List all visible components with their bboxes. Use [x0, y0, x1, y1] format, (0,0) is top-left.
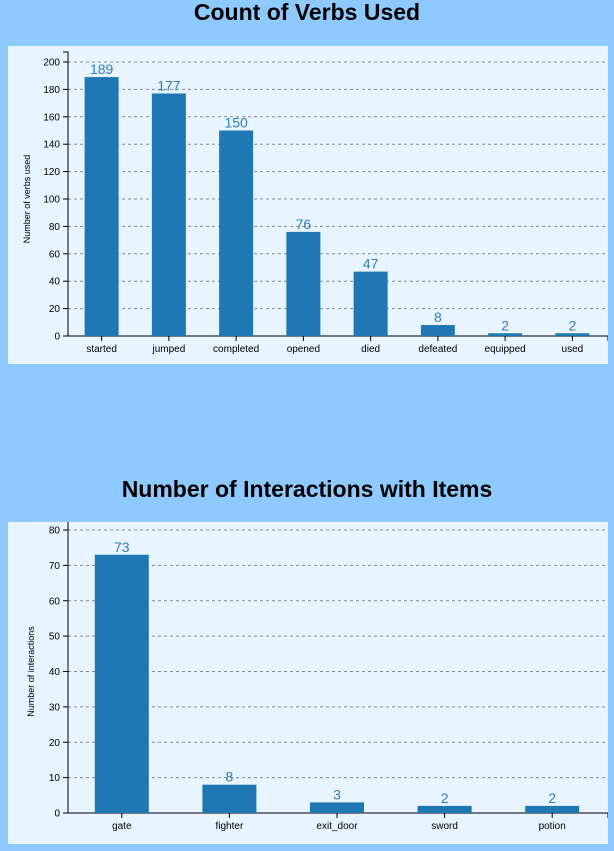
- chart-interactions: 0 10 20 30 40 50 60 70 80 73 gate 8 fighter 3 exit_doo…: [26, 522, 608, 832]
- data-label: 8: [434, 309, 442, 325]
- bar: [353, 271, 388, 336]
- y-tick-label: 140: [43, 140, 60, 151]
- y-tick-label: 40: [49, 277, 61, 288]
- y-tick-label: 30: [49, 702, 61, 713]
- data-label: 73: [114, 539, 130, 555]
- axes: [63, 51, 608, 341]
- x-tick-label: fighter: [216, 821, 244, 832]
- data-label: 2: [441, 790, 449, 806]
- y-tick-label: 60: [49, 596, 61, 607]
- bar: [286, 231, 321, 336]
- y-axis-title: Number of verbs used: [22, 155, 32, 244]
- y-tick-label: 200: [43, 58, 60, 69]
- x-tick-label: equipped: [485, 344, 526, 355]
- chart-panel-interactions: 0 10 20 30 40 50 60 70 80 73 gate 8 fighter 3 exit_doo…: [8, 522, 608, 844]
- x-tick-label: exit_door: [316, 821, 358, 832]
- bar: [202, 784, 257, 813]
- bar: [151, 93, 186, 336]
- data-label: 177: [157, 78, 181, 94]
- y-tick-label: 120: [43, 167, 60, 178]
- bar: [94, 554, 149, 813]
- bar: [420, 325, 455, 336]
- y-tick-label: 50: [49, 632, 61, 643]
- chart-verbs: 0 20 40 60 80 100 120 140 160 180 200 189 started 177…: [22, 51, 608, 355]
- axes: [67, 522, 608, 818]
- bar: [310, 802, 364, 813]
- bar: [525, 805, 580, 813]
- y-tick-label: 40: [49, 667, 61, 678]
- bar: [84, 77, 119, 336]
- bar: [555, 333, 590, 336]
- x-tick-label: potion: [539, 821, 566, 832]
- x-tick-label: gate: [112, 821, 132, 832]
- x-tick-label: used: [562, 344, 584, 355]
- x-tick-label: died: [361, 344, 380, 355]
- chart-title-verbs: Count of Verbs Used: [193, 0, 421, 25]
- data-label: 76: [296, 216, 312, 232]
- data-label: 150: [224, 115, 248, 131]
- y-tick-label: 20: [49, 304, 61, 315]
- y-tick-label: 0: [54, 809, 60, 820]
- y-tick-label: 80: [49, 222, 61, 233]
- data-label: 3: [333, 786, 341, 802]
- y-tick-label: 70: [49, 561, 61, 572]
- x-tick-label: completed: [213, 344, 259, 355]
- y-tick-label: 0: [54, 332, 60, 343]
- chart-panel-verbs: 0 20 40 60 80 100 120 140 160 180 200 189 started 177…: [8, 46, 608, 364]
- data-label: 8: [226, 769, 234, 785]
- x-tick-label: jumped: [151, 344, 185, 355]
- data-label: 189: [90, 61, 114, 77]
- x-tick-label: opened: [287, 344, 320, 355]
- y-tick-label: 20: [49, 738, 61, 749]
- y-axis-title: Number of interactions: [26, 626, 36, 717]
- y-tick-label: 180: [43, 85, 60, 96]
- y-tick-label: 100: [43, 195, 60, 206]
- bar: [488, 333, 523, 336]
- y-tick-label: 160: [43, 112, 60, 123]
- x-tick-label: started: [86, 344, 117, 355]
- bar: [417, 805, 472, 813]
- data-label: 2: [568, 317, 576, 333]
- y-tick-label: 60: [49, 249, 61, 260]
- data-label: 2: [501, 317, 509, 333]
- data-label: 2: [548, 790, 556, 806]
- x-tick-label: sword: [431, 821, 458, 832]
- y-tick-label: 10: [49, 773, 61, 784]
- data-label: 47: [363, 256, 379, 272]
- chart-title-interactions: Number of Interactions with Items: [121, 476, 493, 502]
- x-tick-label: defeated: [418, 344, 457, 355]
- y-tick-label: 80: [49, 526, 61, 537]
- bar: [219, 130, 254, 336]
